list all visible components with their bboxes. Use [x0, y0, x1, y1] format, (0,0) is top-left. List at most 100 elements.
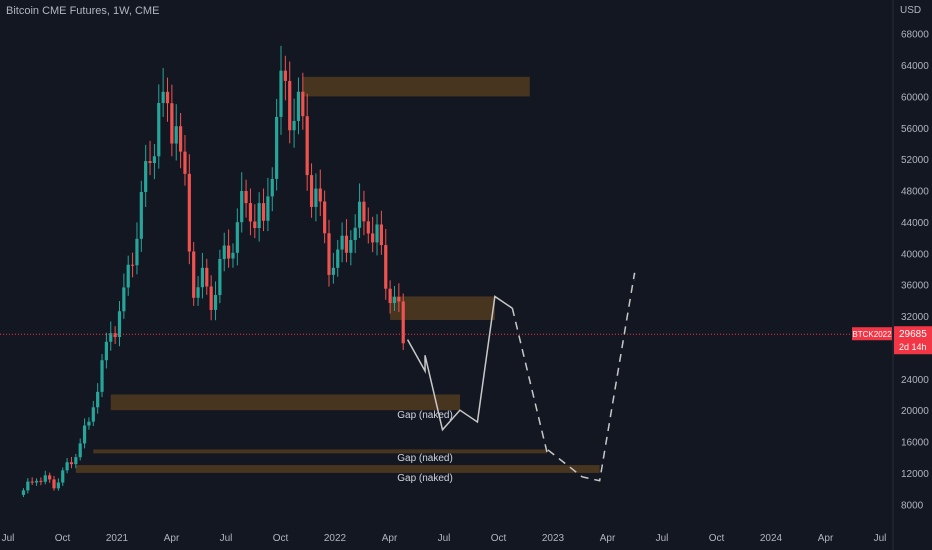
candle-body [152, 156, 157, 163]
x-tick-label: Apr [818, 533, 834, 544]
candle-body [135, 238, 139, 266]
candle-body [344, 235, 349, 253]
candle-body [227, 245, 231, 259]
y-tick-label: 52000 [901, 155, 929, 166]
candle-body [248, 203, 253, 222]
gap-annotation: Gap (naked) [397, 410, 453, 421]
candle-body [366, 221, 370, 234]
x-tick-label: Oct [491, 533, 507, 544]
price-unit: USD [900, 5, 922, 16]
y-tick-label: 8000 [901, 500, 924, 511]
candle-body [187, 173, 191, 252]
candle-body [266, 196, 270, 221]
candle-body [275, 116, 279, 179]
candle-body [353, 227, 357, 241]
candle-body [209, 286, 213, 310]
candle-body [126, 264, 130, 288]
candle-body [91, 407, 95, 422]
candle-body [161, 91, 165, 103]
candle-body [52, 479, 56, 489]
candle-body [349, 240, 353, 253]
gap-annotation: Gap (naked) [397, 473, 453, 484]
candle-body [183, 151, 187, 174]
candle-body [318, 188, 322, 202]
candle-body [113, 333, 117, 338]
price-label: 29685 [899, 329, 927, 340]
candle-body [61, 470, 65, 483]
candle-body [96, 391, 100, 408]
x-tick-label: 2021 [106, 533, 129, 544]
candle-body [218, 258, 222, 296]
candle-body [301, 91, 305, 117]
y-tick-label: 20000 [901, 406, 929, 417]
candle-body [253, 221, 257, 228]
candle-body [323, 201, 327, 234]
x-tick-label: Jul [220, 533, 233, 544]
candle-body [235, 222, 239, 253]
candle-body [261, 203, 266, 221]
candle-body [39, 480, 43, 482]
x-tick-label: 2023 [542, 533, 565, 544]
candle-body [392, 296, 397, 304]
candle-body [296, 91, 301, 121]
candle-body [157, 102, 161, 157]
candle-body [69, 462, 74, 465]
candle-body [48, 475, 52, 480]
projection-dashed-path [511, 272, 636, 482]
candle-body [74, 457, 78, 465]
y-tick-label: 32000 [901, 312, 929, 323]
x-tick-label: 2022 [324, 533, 347, 544]
candle-body [231, 252, 235, 259]
candle-body [340, 235, 344, 250]
y-tick-label: 60000 [901, 92, 929, 103]
y-tick-label: 56000 [901, 124, 929, 135]
candle-body [240, 191, 244, 223]
gap-zone [75, 465, 600, 473]
candle-body [279, 70, 283, 117]
candle-body [117, 311, 122, 338]
x-tick-label: Jul [874, 533, 887, 544]
x-tick-label: Apr [600, 533, 616, 544]
y-tick-label: 44000 [901, 218, 929, 229]
candle-body [87, 421, 91, 426]
price-tag [894, 326, 932, 355]
candle-body [196, 287, 200, 298]
candle-body [65, 462, 69, 471]
candle-body [375, 224, 379, 243]
candle-body [30, 481, 34, 483]
projection-solid-path [406, 295, 513, 432]
candle-body [388, 288, 392, 304]
gap-zone [93, 449, 548, 454]
candle-body [384, 245, 388, 289]
candle-body [371, 233, 375, 243]
x-tick-label: 2024 [760, 533, 783, 544]
candle-body [174, 126, 178, 144]
x-tick-label: Jul [2, 533, 15, 544]
y-tick-label: 12000 [901, 469, 929, 480]
x-tick-label: Oct [55, 533, 71, 544]
y-tick-label: 64000 [901, 61, 929, 72]
candle-body [314, 188, 318, 207]
x-tick-label: Jul [656, 533, 669, 544]
x-tick-label: Jul [438, 533, 451, 544]
candle-body [192, 251, 196, 298]
candle-body [179, 126, 183, 152]
candle-body [327, 233, 331, 275]
candle-body [205, 267, 209, 287]
candle-body [222, 245, 226, 259]
y-tick-label: 36000 [901, 281, 929, 292]
candle-body [309, 175, 314, 207]
candle-body [331, 267, 335, 275]
candle-body [379, 224, 383, 246]
candle-body [109, 333, 113, 342]
candle-body [213, 295, 218, 310]
candle-body [139, 191, 143, 239]
candle-body [257, 203, 261, 228]
candle-body [100, 360, 104, 392]
candle-body [130, 264, 135, 266]
candle-body [34, 480, 39, 483]
candle-body [200, 267, 205, 288]
gap-zone [110, 394, 460, 411]
y-tick-label: 68000 [901, 30, 929, 41]
